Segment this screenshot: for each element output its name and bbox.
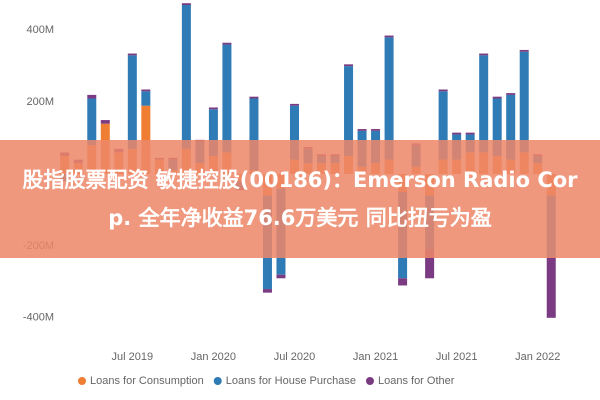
bar-segment: [127, 53, 137, 56]
y-tick-label: 200M: [26, 96, 54, 108]
bar-segment: [181, 5, 191, 149]
bar-segment: [519, 51, 529, 153]
legend-label: Loans for Other: [378, 375, 455, 387]
bar-segment: [127, 55, 137, 149]
bar-segment: [438, 91, 448, 160]
bar-segment: [506, 94, 516, 160]
legend-marker: [213, 377, 222, 385]
bar-segment: [289, 105, 299, 160]
y-tick-label: 400M: [26, 24, 54, 36]
bar-segment: [384, 37, 394, 160]
bar-segment: [425, 249, 435, 279]
legend-label: Loans for House Purchase: [226, 375, 356, 387]
legend-label: Loans for Consumption: [90, 375, 204, 387]
bar-segment: [371, 129, 381, 131]
bar-segment: [87, 98, 97, 146]
y-tick-label: -400M: [23, 312, 54, 324]
banner-headline: 股指股票配资 敏捷控股(00186)：Emerson Radio Corp. 全…: [0, 140, 600, 258]
x-tick-label: Jul 2019: [112, 351, 154, 363]
bar-segment: [100, 120, 110, 124]
x-tick-label: Jan 2022: [515, 351, 560, 363]
bar-segment: [506, 93, 516, 95]
x-tick-label: Jul 2021: [436, 351, 478, 363]
bar-segment: [344, 66, 354, 157]
bar-segment: [276, 274, 286, 279]
bar-segment: [546, 256, 556, 318]
x-tick-label: Jan 2021: [353, 351, 398, 363]
bar-segment: [87, 94, 97, 99]
legend-marker: [78, 377, 86, 385]
bar-segment: [141, 91, 151, 106]
bar-segment: [479, 55, 489, 153]
x-tick-label: Jan 2020: [191, 351, 236, 363]
bar-segment: [208, 107, 218, 110]
bar-segment: [452, 132, 462, 135]
bar-segment: [249, 98, 259, 171]
bar-segment: [492, 98, 502, 157]
legend-marker: [365, 377, 374, 385]
bar-segment: [289, 103, 299, 106]
bar-segment: [141, 105, 151, 174]
bar-segment: [479, 53, 489, 56]
bar-segment: [438, 89, 448, 92]
bar-segment: [519, 49, 529, 52]
bar-segment: [222, 42, 232, 45]
bar-segment: [344, 64, 354, 67]
bar-segment: [384, 35, 394, 38]
bar-segment: [222, 44, 232, 153]
bar-segment: [141, 89, 151, 92]
bar-segment: [181, 3, 191, 5]
bar-segment: [262, 289, 272, 293]
bar-segment: [208, 109, 218, 157]
bar-segment: [357, 129, 367, 131]
bar-segment: [398, 278, 408, 286]
x-tick-label: Jul 2020: [274, 351, 316, 363]
bar-segment: [492, 96, 502, 99]
bar-segment: [249, 96, 259, 99]
bar-segment: [465, 132, 475, 135]
